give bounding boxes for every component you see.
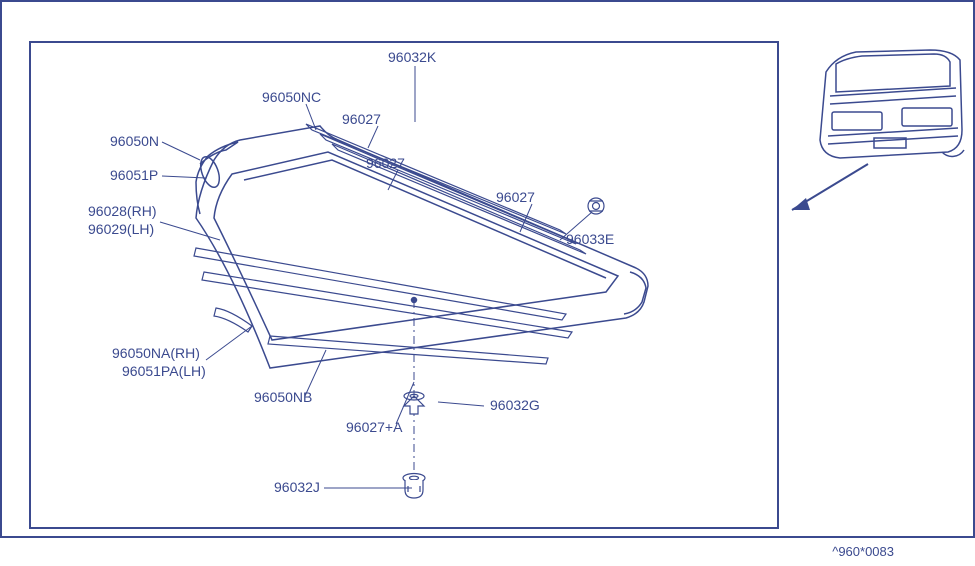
part-label-p96050NARH: 96050NA(RH) <box>112 345 200 361</box>
part-label-p96032J: 96032J <box>274 479 320 495</box>
page-border <box>1 1 974 537</box>
part-label-p96050NB: 96050NB <box>254 389 312 405</box>
part-label-p96027b: 96027 <box>366 155 405 171</box>
part-label-p96027A: 96027+A <box>346 419 403 435</box>
grommet-96032G <box>404 392 424 414</box>
spoiler-main-body <box>196 126 648 368</box>
part-label-p96050N: 96050N <box>110 133 159 149</box>
part-label-p96029LH: 96029(LH) <box>88 221 154 237</box>
seal-strips-lower <box>194 248 572 364</box>
car-rear-illustration <box>820 50 964 158</box>
part-label-p96032G: 96032G <box>490 397 540 413</box>
leader-line <box>368 126 378 148</box>
leader-line <box>438 402 484 406</box>
part-label-p96050NC: 96050NC <box>262 89 321 105</box>
clip-96032J <box>403 474 425 499</box>
leader-line <box>160 222 220 240</box>
leader-line <box>206 326 252 360</box>
part-label-p96032K: 96032K <box>388 49 437 65</box>
context-arrow <box>792 164 868 210</box>
part-label-p96051PALH: 96051PA(LH) <box>122 363 206 379</box>
footer-code: ^960*0083 <box>832 544 894 559</box>
part-labels: 96032K 96050NC 96050N 96027 96051P 96027 96028… <box>88 49 614 495</box>
part-label-p96033E: 96033E <box>566 231 614 247</box>
leader-line <box>162 142 200 160</box>
part-label-p96051P: 96051P <box>110 167 158 183</box>
leader-line <box>162 176 206 178</box>
part-label-p96028RH: 96028(RH) <box>88 203 156 219</box>
fastener-96033E <box>588 198 604 214</box>
part-label-p96027c: 96027 <box>496 189 535 205</box>
parts-diagram: 96032K 96050NC 96050N 96027 96051P 96027 96028… <box>0 0 975 566</box>
part-label-p96027a: 96027 <box>342 111 381 127</box>
